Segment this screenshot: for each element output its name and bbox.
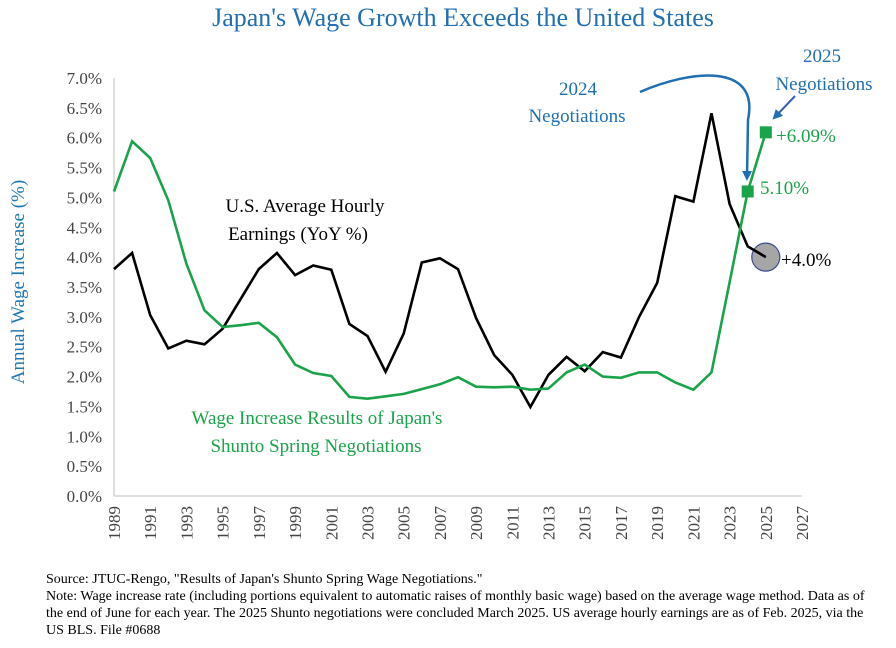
label-2025-jp-value: +6.09% — [776, 126, 836, 147]
us-series-label-line1: U.S. Average Hourly — [225, 196, 385, 217]
y-tick-label: 4.5% — [67, 218, 102, 237]
y-tick-label: 2.0% — [67, 368, 102, 387]
label-2025-us-value: +4.0% — [781, 250, 831, 271]
x-tick-labels: 1989 1991 1993 1995 1997 1999 2001 2003 2005 2007… — [105, 506, 812, 541]
y-tick-label: 6.5% — [67, 99, 102, 118]
x-tick-label: 1997 — [250, 506, 269, 541]
us-earnings-line — [113, 112, 767, 410]
negotiations-2025-line1: 2025 — [803, 46, 841, 67]
y-axis-label: Annual Wage Increase (%) — [8, 180, 29, 384]
y-tick-label: 7.0% — [67, 69, 102, 88]
x-tick-label: 2017 — [612, 506, 631, 541]
source-note: Source: JTUC-Rengo, "Results of Japan's … — [46, 572, 483, 587]
x-tick-label: 2007 — [431, 506, 450, 541]
y-tick-label: 2.5% — [67, 338, 102, 357]
y-tick-label: 3.5% — [67, 278, 102, 297]
y-tick-label: 5.5% — [67, 159, 102, 178]
label-2024-jp-value: 5.10% — [760, 178, 809, 199]
y-tick-label: 3.0% — [67, 308, 102, 327]
japan-marker-2024 — [741, 185, 754, 198]
x-tick-label: 2013 — [540, 506, 559, 540]
methodology-note: Note: Wage increase rate (including port… — [46, 589, 865, 638]
series-lines — [112, 112, 781, 410]
x-tick-label: 1995 — [214, 506, 233, 540]
y-tick-labels: 0.0% 0.5% 1.0% 1.5% 2.0% 2.5% 3.0% 3.5% 4.0% 4.5%… — [67, 69, 102, 506]
x-tick-label: 2009 — [467, 506, 486, 540]
us-marker-2025 — [751, 242, 781, 272]
negotiations-2024-line2: Negotiations — [528, 106, 625, 127]
jp-series-label-line1: Wage Increase Results of Japan's — [192, 408, 443, 429]
x-tick-label: 1991 — [141, 506, 160, 540]
x-tick-label: 2011 — [503, 506, 522, 539]
x-tick-label: 2027 — [793, 506, 812, 541]
x-tick-label: 2025 — [757, 506, 776, 540]
japan-shunto-line — [112, 131, 768, 401]
x-tick-label: 2005 — [395, 506, 414, 540]
x-tick-label: 1989 — [105, 506, 124, 540]
y-tick-label: 6.0% — [67, 129, 102, 148]
negotiations-2025-line2: Negotiations — [775, 74, 872, 95]
japan-marker-2025 — [759, 126, 772, 139]
x-tick-label: 1993 — [177, 506, 196, 540]
x-tick-label: 2001 — [322, 506, 341, 540]
x-tick-label: 1999 — [286, 506, 305, 540]
arrow-2025 — [772, 95, 796, 120]
y-tick-label: 1.5% — [67, 397, 102, 416]
chart-footer: Source: JTUC-Rengo, "Results of Japan's … — [46, 571, 876, 639]
y-tick-label: 0.0% — [67, 487, 102, 506]
y-tick-label: 4.0% — [67, 248, 102, 267]
us-series-label-line2: Earnings (YoY %) — [228, 224, 368, 245]
chart-title: Japan's Wage Growth Exceeds the United S… — [212, 3, 714, 32]
y-tick-label: 1.0% — [67, 427, 102, 446]
x-tick-label: 2019 — [648, 506, 667, 540]
negotiations-2024-line1: 2024 — [559, 79, 598, 100]
jp-series-label-line2: Shunto Spring Negotiations — [210, 436, 421, 457]
y-tick-label: 0.5% — [67, 457, 102, 476]
x-tick-label: 2023 — [721, 506, 740, 540]
x-tick-label: 2003 — [358, 506, 377, 540]
wage-growth-chart: Japan's Wage Growth Exceeds the United S… — [8, 3, 873, 541]
x-tick-label: 2021 — [684, 506, 703, 540]
arrow-2024 — [639, 74, 753, 181]
y-tick-label: 5.0% — [67, 188, 102, 207]
x-tick-label: 2015 — [576, 506, 595, 540]
